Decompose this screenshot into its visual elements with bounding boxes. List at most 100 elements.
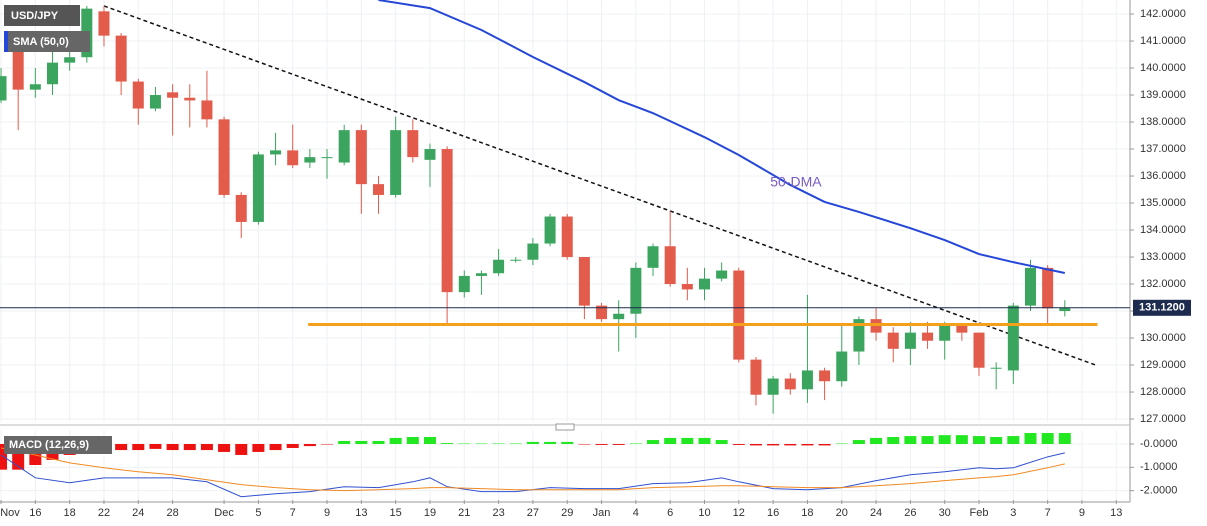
candle-body: [630, 267, 642, 314]
macd-bar: [1024, 433, 1037, 444]
x-tick-label: 9: [1079, 507, 1085, 519]
macd-bar: [252, 444, 265, 452]
candle-body: [12, 49, 24, 90]
sma-label: SMA (50,0): [13, 36, 69, 48]
x-tick-label: 27: [527, 507, 539, 519]
macd-line: [0, 452, 1065, 498]
x-tick-label: 5: [255, 507, 261, 519]
candle-body: [252, 154, 264, 222]
x-tick-label: 16: [767, 507, 779, 519]
x-tick-label: 24: [132, 507, 144, 519]
candle-body: [424, 149, 436, 160]
x-tick-label: 20: [836, 507, 848, 519]
symbol-box: [4, 5, 80, 26]
x-tick-label: 24: [870, 507, 882, 519]
macd-bar: [286, 444, 299, 448]
candle-body: [390, 130, 402, 195]
candle-body: [784, 378, 796, 390]
x-tick-label: 3: [1010, 507, 1016, 519]
y-tick-label: 133.0000: [1140, 251, 1186, 263]
candle-body: [0, 76, 7, 101]
macd-bar: [321, 444, 334, 445]
candle-body: [270, 150, 282, 155]
x-tick-label: 12: [733, 507, 745, 519]
last-price-box: [1133, 299, 1191, 316]
macd-bar: [921, 436, 934, 444]
y-tick-label: 136.0000: [1140, 170, 1186, 182]
macd-bar: [732, 444, 745, 445]
macd-bar: [698, 437, 711, 444]
macd-bar: [612, 444, 625, 445]
x-tick-label: 29: [561, 507, 573, 519]
macd-bar: [629, 443, 642, 445]
x-tick-label: 18: [64, 507, 76, 519]
candle-body: [475, 273, 487, 276]
candle-body: [596, 305, 608, 320]
macd-bar: [389, 437, 402, 444]
macd-bar: [338, 440, 351, 444]
macd-bar: [526, 441, 539, 444]
y-tick-label: 140.0000: [1140, 62, 1186, 74]
sma-box: [4, 31, 90, 52]
x-tick-label: 22: [98, 507, 110, 519]
candle-body: [441, 149, 453, 293]
x-tick-label: Feb: [970, 507, 989, 519]
macd-bar: [749, 444, 762, 446]
pane-handle[interactable]: [555, 423, 575, 431]
sma-stripe: [4, 31, 8, 52]
macd-line: [0, 447, 1065, 492]
candle-body: [939, 324, 951, 341]
candle-body: [990, 367, 1002, 369]
candle-body: [493, 259, 505, 274]
candle-body: [716, 270, 728, 279]
macd-bar: [441, 443, 454, 444]
x-tick-label: 4: [633, 507, 639, 519]
candle-body: [801, 370, 813, 390]
y-tick-label: 134.0000: [1140, 224, 1186, 236]
candle-body: [956, 324, 968, 333]
macd-bar: [475, 443, 488, 445]
y-tick-label: 142.0000: [1140, 8, 1186, 20]
x-tick-label: 10: [698, 507, 710, 519]
x-tick-label: 6: [667, 507, 673, 519]
candle-body: [561, 216, 573, 258]
x-tick-label: 28: [166, 507, 178, 519]
candle-body: [64, 57, 76, 63]
candle-body: [235, 194, 247, 222]
candle-body: [647, 246, 659, 268]
macd-bar: [887, 437, 900, 444]
candle-body: [819, 370, 831, 382]
candle-body: [184, 97, 196, 101]
y-tick-label: 129.0000: [1140, 359, 1186, 371]
x-tick-label: Jan: [593, 507, 611, 519]
candle-body: [904, 332, 916, 349]
x-tick-label: 21: [458, 507, 470, 519]
grid: [0, 0, 1130, 500]
macd-bar: [938, 435, 951, 444]
macd-bar: [458, 443, 471, 445]
x-tick-label: 19: [424, 507, 436, 519]
candle-body: [372, 184, 384, 195]
macd-bar: [423, 437, 436, 444]
candle-body: [887, 332, 899, 349]
candle-body: [287, 150, 299, 166]
macd-bar: [578, 444, 591, 445]
macd-bar: [801, 444, 814, 446]
macd-bar: [115, 444, 128, 451]
candle-body: [578, 257, 590, 306]
macd-bar: [681, 437, 694, 444]
candle-body: [613, 313, 625, 320]
macd-label: MACD (12,26,9): [9, 439, 89, 451]
macd-bar: [647, 440, 660, 444]
macd-bar: [269, 444, 282, 451]
y-tick-label: 132.0000: [1140, 278, 1186, 290]
y-tick-label: 138.0000: [1140, 116, 1186, 128]
macd-bar: [406, 437, 419, 444]
macd-bar: [904, 436, 917, 444]
sma-line: [378, 0, 1066, 274]
y-tick-label: 128.0000: [1140, 386, 1186, 398]
macd-bar: [664, 437, 677, 444]
macd-bar: [973, 436, 986, 444]
x-tick-label: 26: [904, 507, 916, 519]
candle-body: [29, 84, 41, 90]
